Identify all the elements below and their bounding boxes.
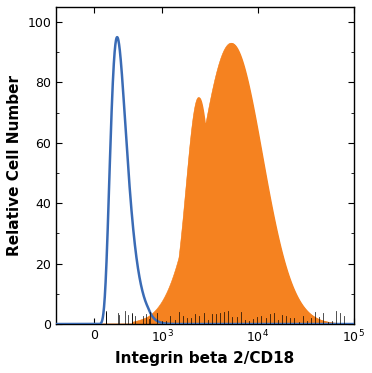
X-axis label: Integrin beta 2/CD18: Integrin beta 2/CD18 xyxy=(115,351,295,366)
Y-axis label: Relative Cell Number: Relative Cell Number xyxy=(7,75,22,256)
